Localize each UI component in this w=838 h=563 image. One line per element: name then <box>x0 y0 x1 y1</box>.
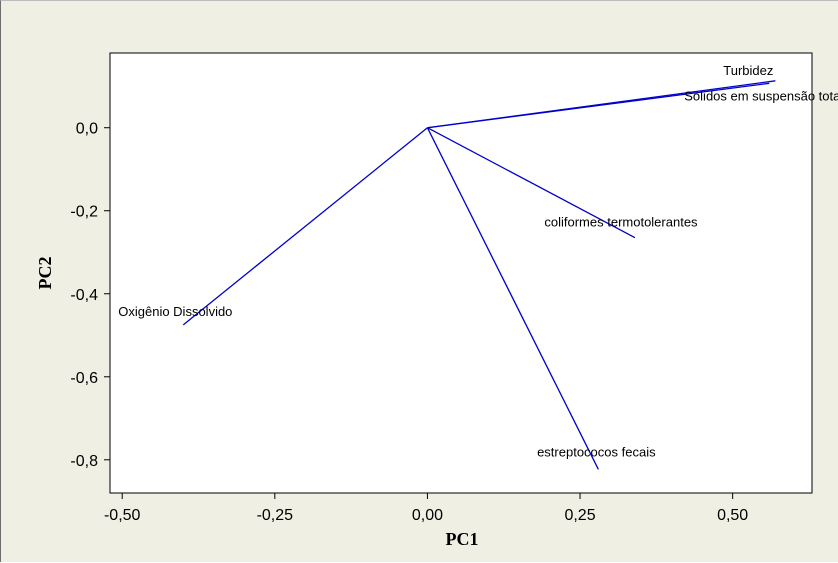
loading-vectors <box>182 80 776 470</box>
vector-labels: Turbidez Solidos em suspensão totais colif… <box>118 63 838 460</box>
x-tick-label: -0,25 <box>257 507 294 524</box>
loading-vector <box>427 127 636 239</box>
x-tick-label: -0,50 <box>104 507 141 524</box>
y-axis-title: PC2 <box>35 257 55 290</box>
y-tick-label: 0,0 <box>76 121 98 138</box>
loading-vector <box>426 127 599 470</box>
loading-vector <box>182 127 428 326</box>
x-tick-label: 0,25 <box>564 507 595 524</box>
x-tick-label: 0,00 <box>412 507 443 524</box>
vector-label: coliformes termotolerantes <box>544 215 698 230</box>
y-tick-label: -0,8 <box>70 453 98 470</box>
vector-label: Oxigênio Dissolvido <box>118 304 232 319</box>
plot-area <box>109 52 813 494</box>
vector-label: Solidos em suspensão totais <box>684 88 838 103</box>
y-tick-label: -0,4 <box>70 287 98 304</box>
loading-vector <box>427 82 770 129</box>
y-axis: 0,0 -0,2 -0,4 -0,6 -0,8 <box>70 121 110 470</box>
x-axis: -0,50 -0,25 0,00 0,25 0,50 <box>104 493 748 524</box>
vector-label: estreptococos fecais <box>537 444 656 459</box>
y-tick-label: -0,2 <box>70 204 98 221</box>
vector-label: Turbidez <box>723 63 773 78</box>
x-axis-title: PC1 <box>446 529 479 549</box>
x-tick-label: 0,50 <box>717 507 748 524</box>
y-tick-label: -0,6 <box>70 370 98 387</box>
